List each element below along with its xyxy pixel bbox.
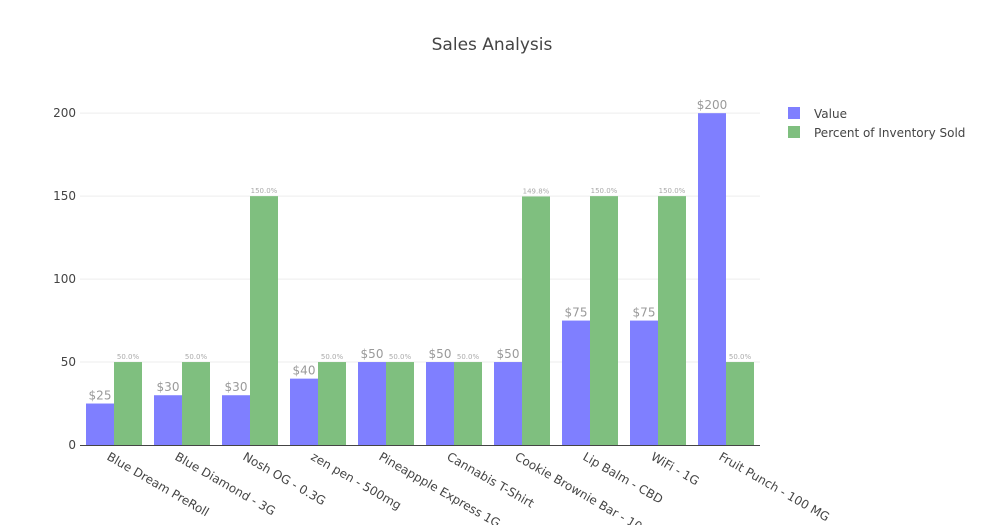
chart-title: Sales Analysis xyxy=(432,35,553,55)
legend-swatch[interactable] xyxy=(788,107,800,119)
data-label: 150.0% xyxy=(591,187,618,195)
data-label: 50.0% xyxy=(321,353,344,361)
y-axis: 0 50 100 150 200 xyxy=(53,106,76,452)
bar-percent[interactable] xyxy=(726,362,754,445)
data-label: 150.0% xyxy=(251,187,278,195)
legend-label[interactable]: Value xyxy=(814,107,847,121)
bar-value[interactable] xyxy=(290,378,318,445)
x-tick-label: Fruit Punch - 100 MG xyxy=(717,449,832,524)
bar-percent[interactable] xyxy=(454,362,482,445)
data-label: 50.0% xyxy=(185,353,208,361)
bar-percent[interactable] xyxy=(250,196,278,445)
data-label: $25 xyxy=(89,389,112,403)
y-tick-label: 50 xyxy=(61,355,76,369)
data-label: $75 xyxy=(633,306,656,320)
bars xyxy=(86,113,754,445)
bar-value[interactable] xyxy=(154,395,182,445)
legend-swatch[interactable] xyxy=(788,126,800,138)
bar-value[interactable] xyxy=(426,362,454,445)
bar-value[interactable] xyxy=(222,395,250,445)
y-tick-label: 200 xyxy=(53,106,76,120)
bar-percent[interactable] xyxy=(318,362,346,445)
x-tick-label: Pineappple Express 1G xyxy=(377,449,503,525)
bar-percent[interactable] xyxy=(590,196,618,445)
legend[interactable]: Value Percent of Inventory Sold xyxy=(788,107,965,140)
data-label: 50.0% xyxy=(729,353,752,361)
y-tick-label: 150 xyxy=(53,189,76,203)
data-label: $30 xyxy=(225,380,248,394)
data-label: $50 xyxy=(361,347,384,361)
y-tick-label: 0 xyxy=(68,438,76,452)
data-label: $50 xyxy=(429,347,452,361)
data-labels: $25 $30 $30 $40 $50 $50 $50 $75 $75 $200 50.0% 50.0… xyxy=(89,98,752,402)
y-tick-label: 100 xyxy=(53,272,76,286)
x-tick-label: Cookie Brownie Bar - 10 xyxy=(513,449,645,525)
data-label: $75 xyxy=(565,306,588,320)
data-label: 150.0% xyxy=(659,187,686,195)
bar-value[interactable] xyxy=(358,362,386,445)
data-label: $50 xyxy=(497,347,520,361)
bar-value[interactable] xyxy=(494,362,522,445)
bar-value[interactable] xyxy=(698,113,726,445)
data-label: 50.0% xyxy=(117,353,140,361)
bar-percent[interactable] xyxy=(182,362,210,445)
bar-value[interactable] xyxy=(86,403,114,445)
bar-value[interactable] xyxy=(630,320,658,445)
data-label: $30 xyxy=(157,380,180,394)
bar-percent[interactable] xyxy=(522,196,550,445)
data-label: 149.8% xyxy=(523,187,550,195)
legend-label[interactable]: Percent of Inventory Sold xyxy=(814,126,965,140)
bar-percent[interactable] xyxy=(658,196,686,445)
bar-percent[interactable] xyxy=(114,362,142,445)
bar-value[interactable] xyxy=(562,320,590,445)
x-tick-label: WiFi - 1G xyxy=(649,449,702,488)
data-label: 50.0% xyxy=(457,353,480,361)
data-label: $40 xyxy=(293,364,316,378)
data-label: $200 xyxy=(697,98,728,112)
bar-percent[interactable] xyxy=(386,362,414,445)
data-label: 50.0% xyxy=(389,353,412,361)
